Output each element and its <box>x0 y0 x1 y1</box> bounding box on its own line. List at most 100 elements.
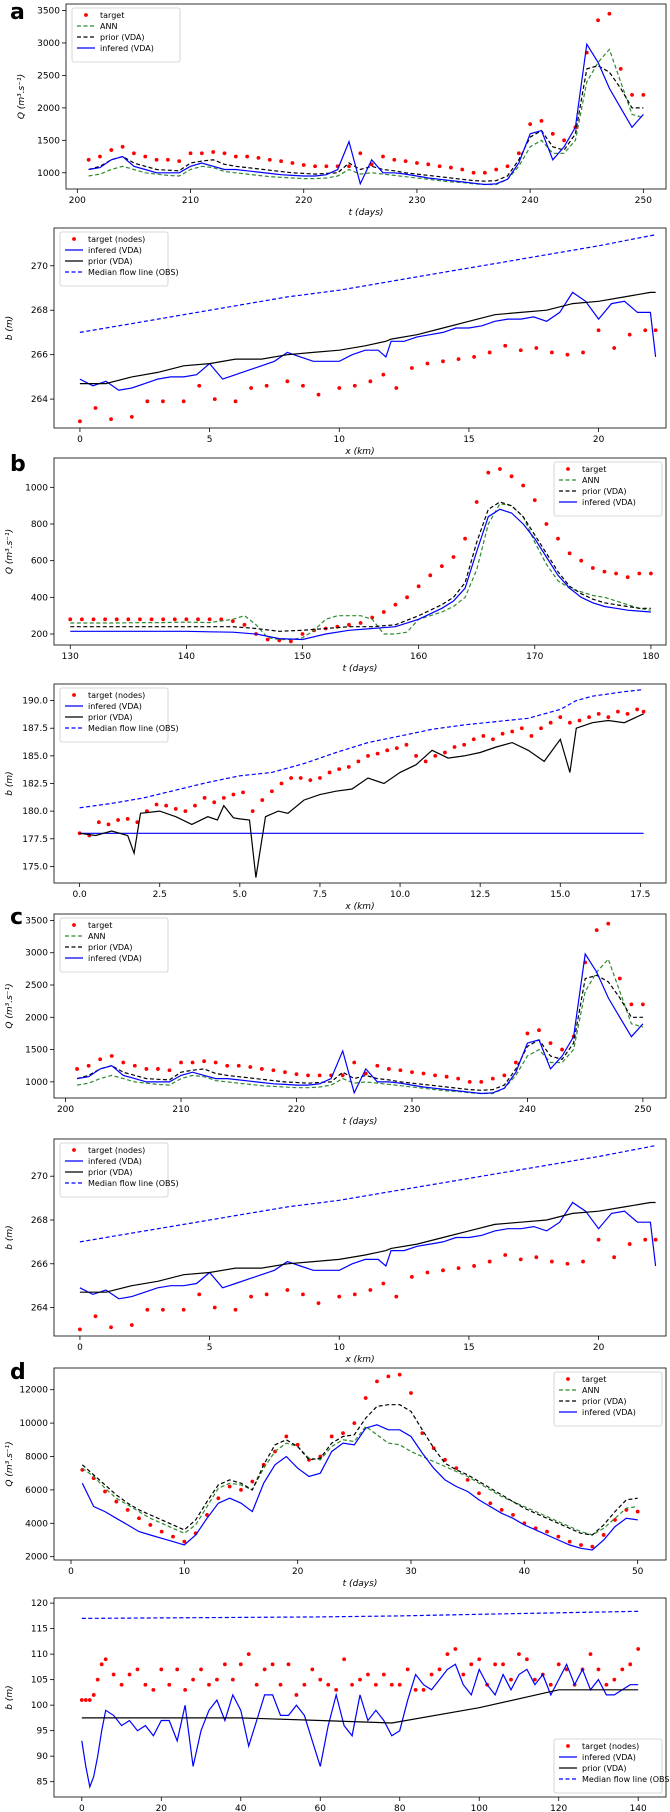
data-point <box>207 1682 211 1687</box>
data-point <box>460 167 465 172</box>
data-point <box>525 1657 529 1662</box>
series-target-nodes <box>79 1647 641 1702</box>
data-point <box>216 1496 221 1501</box>
data-point <box>164 803 169 808</box>
data-point <box>488 1501 493 1506</box>
data-point <box>154 802 159 807</box>
data-point <box>479 1079 484 1084</box>
y-axis-label: Q (m³.s⁻¹) <box>17 74 27 119</box>
legend: target (nodes) infered (VDA) prior (VDA) Me… <box>59 1142 179 1198</box>
legend-marker <box>72 923 76 927</box>
x-axis-label: t (days) <box>343 1579 378 1589</box>
data-point <box>548 1041 553 1046</box>
data-point <box>423 759 428 764</box>
y-tick-label: 95 <box>37 1727 48 1737</box>
data-point <box>511 1513 515 1517</box>
data-point <box>78 1327 82 1332</box>
data-point <box>579 1543 583 1547</box>
data-point <box>269 789 274 794</box>
y-tick-label: 120 <box>31 1599 48 1609</box>
data-point <box>352 1292 357 1297</box>
data-point <box>503 1253 508 1257</box>
x-tick-label: 15 <box>463 1343 474 1353</box>
y-tick-label: 266 <box>31 351 48 361</box>
data-point <box>410 1070 414 1075</box>
data-point <box>641 92 646 97</box>
data-point <box>596 1237 601 1242</box>
x-tick-label: 15 <box>463 435 474 445</box>
data-point <box>236 1063 241 1068</box>
data-point <box>481 734 486 738</box>
series-group <box>78 234 658 424</box>
data-point <box>472 354 477 359</box>
data-point <box>370 615 375 620</box>
data-point <box>260 798 265 802</box>
data-point <box>560 1047 564 1052</box>
data-point <box>456 1076 461 1081</box>
data-point <box>161 617 166 622</box>
data-point <box>532 498 537 503</box>
x-tick-label: 210 <box>172 1105 189 1115</box>
data-point <box>606 715 611 720</box>
data-point <box>246 1652 251 1657</box>
data-point <box>498 467 502 471</box>
data-point <box>620 1667 625 1672</box>
y-tick-label: 268 <box>31 306 48 316</box>
data-point <box>337 1294 342 1299</box>
data-point <box>594 928 599 933</box>
legend-label: prior (VDA) <box>582 1764 627 1773</box>
x-tick-label: 10 <box>334 1343 346 1353</box>
y-tick-label: 264 <box>31 1304 48 1314</box>
data-point <box>550 131 555 136</box>
data-point <box>324 164 329 169</box>
data-point <box>326 1682 331 1687</box>
data-point <box>120 144 125 149</box>
x-axis-label: x (km) <box>344 447 374 457</box>
x-tick-label: 220 <box>295 196 312 206</box>
x-axis-label: t (days) <box>343 664 378 674</box>
data-point <box>630 92 634 97</box>
data-point <box>171 1534 175 1539</box>
data-point <box>443 750 447 755</box>
y-tick-label: 400 <box>31 593 48 603</box>
y-tick-label: 8000 <box>25 1452 48 1462</box>
x-tick-label: 50 <box>632 1567 644 1577</box>
x-axis-label: x (km) <box>344 902 374 912</box>
data-point <box>641 709 646 714</box>
data-point <box>394 746 399 751</box>
series-group <box>75 921 645 1095</box>
data-point <box>373 1682 378 1687</box>
panel-letter-b: b <box>10 452 26 477</box>
x-tick-label: 80 <box>394 1804 406 1812</box>
data-point <box>159 1667 164 1672</box>
data-point <box>456 357 461 362</box>
series-line-ann <box>81 1425 638 1536</box>
data-point <box>145 1307 150 1312</box>
data-point <box>212 397 217 402</box>
data-point <box>635 1509 640 1514</box>
data-point <box>471 737 476 742</box>
data-point <box>513 1060 518 1065</box>
data-point <box>286 1662 291 1667</box>
data-point <box>143 1682 148 1687</box>
data-point <box>135 820 140 825</box>
data-point <box>627 332 632 337</box>
data-point <box>161 399 165 404</box>
data-point <box>329 1434 334 1439</box>
data-point <box>443 1457 447 1462</box>
series-group <box>80 1372 640 1551</box>
data-point <box>221 795 226 800</box>
y-tick-label: 270 <box>31 262 48 272</box>
data-point <box>86 1063 91 1068</box>
data-point <box>426 162 431 167</box>
data-point <box>505 164 510 169</box>
data-point <box>628 1662 633 1667</box>
series-line-prior-vda <box>79 291 656 385</box>
series-target <box>68 467 653 644</box>
y-tick-label: 270 <box>31 1172 48 1182</box>
series-line-prior-vda <box>79 1201 656 1293</box>
data-point <box>409 1391 413 1395</box>
data-point <box>528 122 533 126</box>
data-point <box>114 617 119 622</box>
